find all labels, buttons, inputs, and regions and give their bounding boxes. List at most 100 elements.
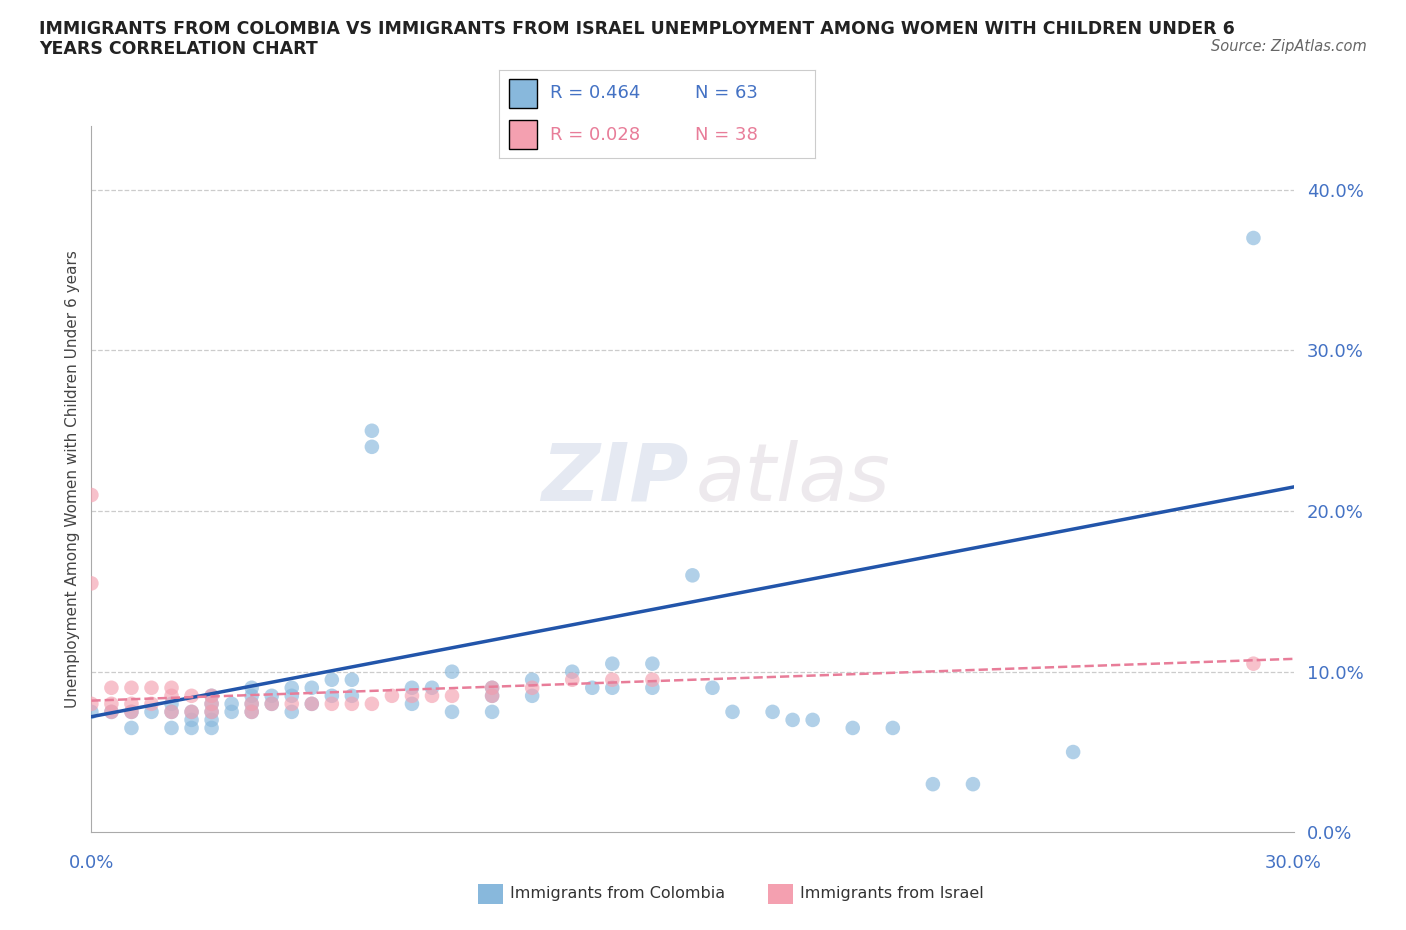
Point [420,688,443,703]
Point [160,704,183,719]
Point [160,704,183,719]
Point [121,704,143,719]
Point [481,681,503,696]
Point [121,697,143,711]
Point [201,697,224,711]
Point [160,697,183,711]
Point [201,688,224,703]
Point [121,721,143,736]
Point [321,697,343,711]
Point [301,697,323,711]
Point [481,704,503,719]
Point [340,688,363,703]
Point [401,688,423,703]
Point [321,688,343,703]
Point [201,704,224,719]
Point [481,681,503,696]
Point [721,704,744,719]
Point [962,777,984,791]
Point [321,672,343,687]
Text: IMMIGRANTS FROM COLOMBIA VS IMMIGRANTS FROM ISRAEL UNEMPLOYMENT AMONG WOMEN WITH: IMMIGRANTS FROM COLOMBIA VS IMMIGRANTS F… [39,20,1234,38]
Point [602,672,624,687]
Point [301,697,323,711]
Point [481,688,503,703]
Point [602,657,624,671]
Point [602,681,624,696]
Point [100,704,122,719]
Point [121,681,143,696]
Text: Immigrants from Colombia: Immigrants from Colombia [510,886,725,901]
Point [440,688,463,703]
Point [522,672,544,687]
Point [141,681,163,696]
Text: N = 63: N = 63 [695,84,758,102]
Point [80,487,103,502]
Point [281,681,304,696]
Point [180,712,202,727]
Point [641,657,664,671]
FancyBboxPatch shape [509,120,537,150]
Point [240,697,263,711]
Text: Immigrants from Israel: Immigrants from Israel [800,886,984,901]
Point [522,681,544,696]
Text: N = 38: N = 38 [695,126,758,144]
Point [221,704,243,719]
Point [180,721,202,736]
Point [1243,657,1265,671]
Point [240,688,263,703]
Point [762,704,785,719]
Point [240,704,263,719]
Point [260,688,283,703]
Point [702,681,724,696]
Point [1062,745,1084,760]
Point [121,704,143,719]
Text: 0.0%: 0.0% [69,854,114,872]
Text: YEARS CORRELATION CHART: YEARS CORRELATION CHART [39,40,318,58]
Point [681,568,703,583]
Point [260,697,283,711]
Point [201,721,224,736]
Text: ZIP: ZIP [541,440,689,518]
Point [360,697,382,711]
Point [201,704,224,719]
Point [160,721,183,736]
Point [440,704,463,719]
Text: 30.0%: 30.0% [1265,854,1322,872]
Point [240,697,263,711]
Point [401,681,423,696]
Point [141,704,163,719]
Point [141,697,163,711]
Text: R = 0.028: R = 0.028 [550,126,640,144]
Point [100,681,122,696]
Point [201,688,224,703]
Point [340,672,363,687]
Point [80,576,103,591]
Text: Source: ZipAtlas.com: Source: ZipAtlas.com [1211,39,1367,54]
Point [100,697,122,711]
Point [522,688,544,703]
Point [281,697,304,711]
Point [801,712,824,727]
Point [180,704,202,719]
Point [641,681,664,696]
Point [260,697,283,711]
Text: R = 0.464: R = 0.464 [550,84,640,102]
Point [281,704,304,719]
Point [401,697,423,711]
Point [201,697,224,711]
Point [100,704,122,719]
Point [581,681,603,696]
Point [922,777,945,791]
Point [440,664,463,679]
FancyBboxPatch shape [509,79,537,108]
Point [420,681,443,696]
Point [360,423,382,438]
Text: atlas: atlas [696,440,891,518]
Point [561,672,583,687]
Point [841,721,863,736]
Point [221,697,243,711]
Point [160,681,183,696]
Point [201,712,224,727]
Point [80,704,103,719]
Point [80,697,103,711]
